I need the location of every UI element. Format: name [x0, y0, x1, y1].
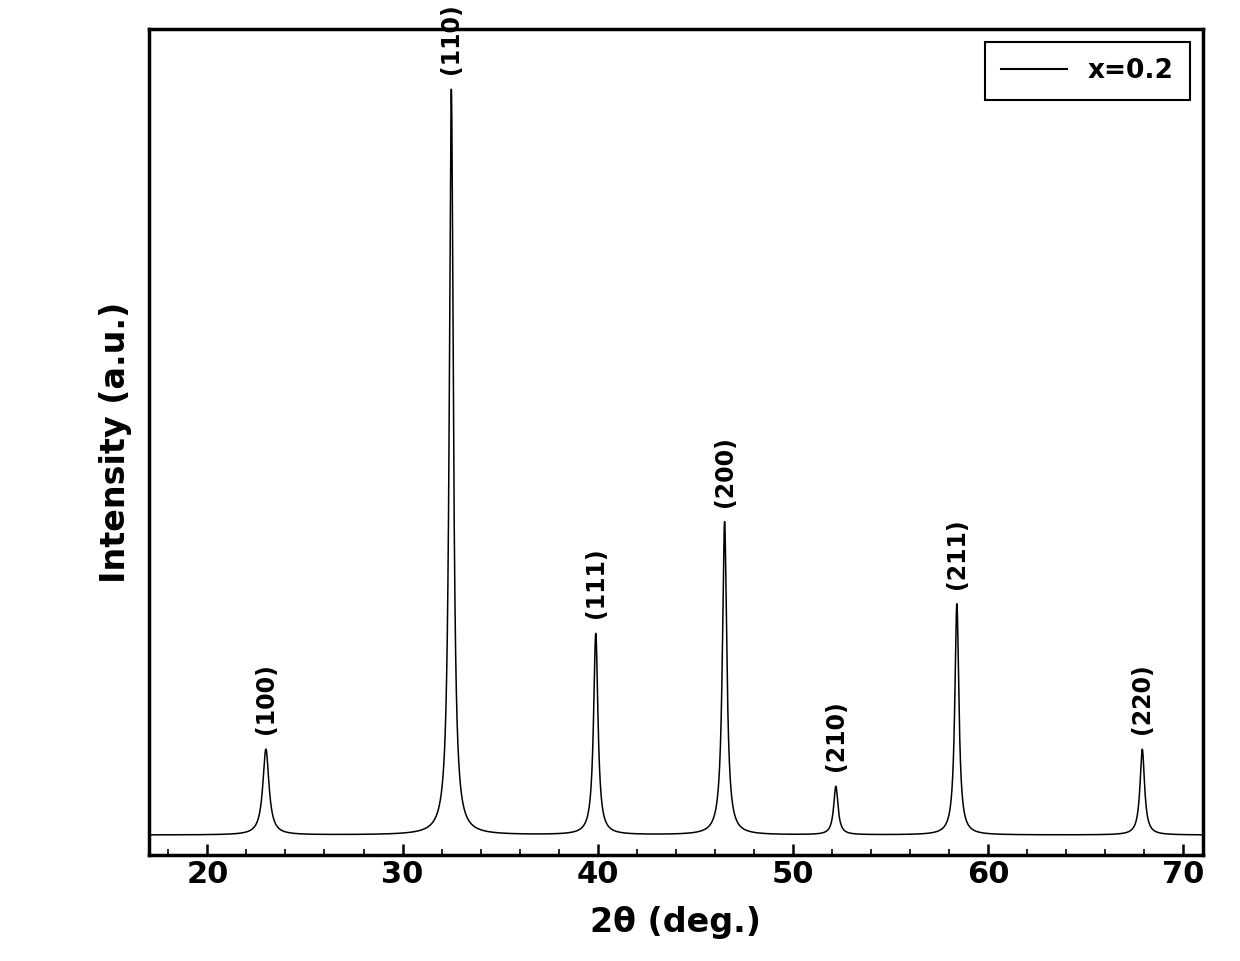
X-axis label: 2θ (deg.): 2θ (deg.): [590, 906, 761, 939]
Text: (211): (211): [945, 518, 968, 589]
Text: (110): (110): [439, 4, 464, 74]
Y-axis label: Intensity (a.u.): Intensity (a.u.): [99, 302, 133, 582]
Text: (220): (220): [1131, 663, 1154, 734]
Text: (111): (111): [584, 548, 608, 618]
Legend: x=0.2: x=0.2: [985, 42, 1189, 100]
Text: (210): (210): [823, 701, 848, 771]
Text: (100): (100): [254, 663, 278, 734]
Text: (200): (200): [713, 435, 737, 506]
